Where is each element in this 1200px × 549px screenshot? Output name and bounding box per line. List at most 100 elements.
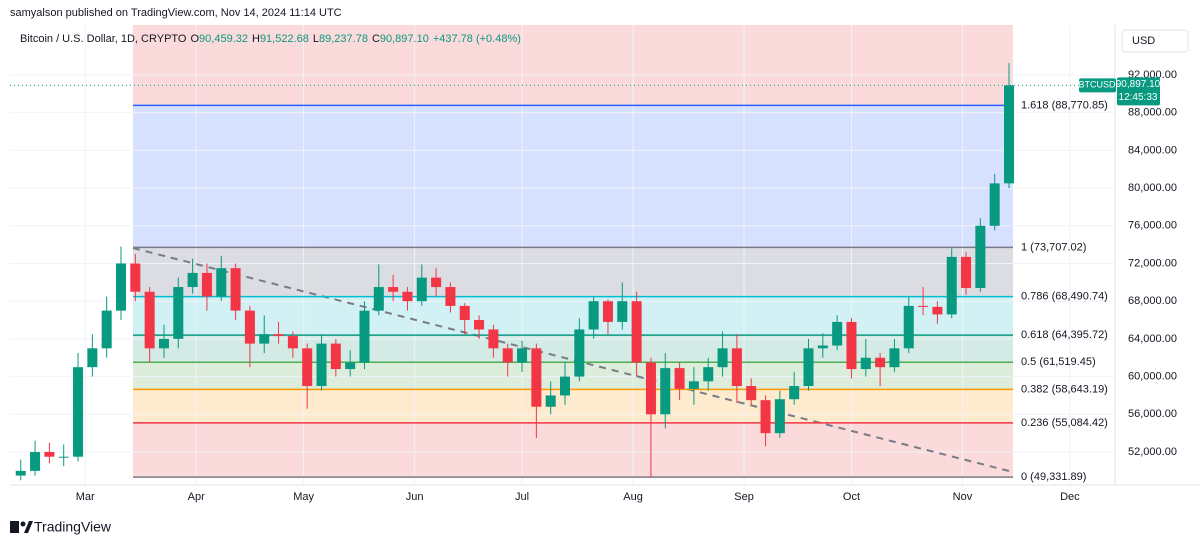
candle-body [173,287,184,339]
candle-body [44,452,55,457]
x-tick-label: Dec [1060,491,1080,503]
candle-body [330,343,341,370]
candle-body [631,301,642,363]
candle-body [201,272,212,297]
candle-body [559,376,571,396]
ohlc-key: L [313,33,319,45]
candle-body [488,329,499,349]
fib-bands [133,25,1013,478]
currency-button[interactable] [1121,29,1189,53]
change: +437.78 (+0.48%) [433,33,521,45]
candle-body [273,334,284,337]
candle-body [946,256,957,315]
candle-body [474,320,485,330]
price-box [1117,77,1160,106]
candle-body [903,305,914,349]
x-tick-label: Jun [406,491,424,503]
x-tick-label: May [293,491,314,503]
symbol-box [1079,78,1116,93]
candle-body [803,348,814,387]
candle-body [388,287,399,292]
candle-body [345,362,356,370]
candle-body [889,348,900,368]
y-tick-label: 64,000.00 [1128,333,1177,345]
ohlc-key: O [190,33,199,45]
y-tick-label: 84,000.00 [1128,144,1177,156]
fib-band [133,422,1013,478]
candle-body [975,225,986,288]
candle-body [130,263,141,292]
fib-label: 0 (49,331.89) [1021,471,1086,483]
candle-body [359,310,370,363]
candle-body [1003,85,1015,184]
fib-label: 0.5 (61,519.45) [1021,356,1096,368]
candle-body [459,305,470,321]
candle-body [431,277,442,288]
last-price: 90,897.10 [1116,79,1161,90]
price-tag: BTCUSD 90,897.10 12:45:33 [1078,77,1161,106]
candle-body [860,357,871,370]
candle-body [517,348,528,363]
x-tick-label: Aug [623,491,643,503]
candle-body [602,301,613,322]
ohlc-key: C [372,33,380,45]
candle-body [932,306,943,315]
candle-body [416,277,427,302]
fib-label: 1.618 (88,770.85) [1021,99,1108,111]
legend-line: Bitcoin / U.S. Dollar, 1D, CRYPTO O90,459… [20,33,521,45]
candle-body [144,291,155,349]
logo-mark [20,521,26,527]
candle-body [101,310,112,349]
candle-body [731,348,742,387]
candle-body [402,291,413,302]
candle-body [574,329,585,377]
candle-body [774,399,785,434]
candle-body [961,256,972,288]
x-tick-label: Jul [515,491,529,503]
candles [15,63,1015,481]
candle-body [15,470,26,476]
candle-body [87,348,98,368]
candle-body [789,386,800,400]
candle-body [158,338,169,349]
candle-body [760,400,771,434]
fib-label: 0.618 (64,395.72) [1021,329,1108,341]
candle-body [746,386,757,401]
candle-body [875,357,886,368]
fib-label: 1 (73,707.02) [1021,241,1086,253]
y-tick-label: 88,000.00 [1128,107,1177,119]
candle-body [216,268,227,297]
fib-label: 0.382 (58,643.19) [1021,383,1108,395]
legend: Bitcoin / U.S. Dollar, 1D, CRYPTO O90,459… [20,33,521,45]
candle-body [688,381,699,389]
ohlc-value: 91,522.68 [260,33,309,45]
candle-body [502,348,513,363]
candle-body [617,301,628,322]
logo: TradingView [10,519,112,535]
fib-band [133,247,1013,297]
candle-body [545,395,556,407]
fib-band [133,389,1013,423]
candle-body [244,310,255,344]
x-tick-label: Mar [76,491,95,503]
candle-body [259,334,270,344]
ohlc-key: H [252,33,260,45]
candle-body [302,348,313,387]
candle-body [230,268,241,311]
y-tick-label: 56,000.00 [1128,408,1177,420]
ohlc-value: 89,237.78 [319,33,368,45]
currency[interactable]: USD [1132,35,1155,47]
candle-body [717,348,728,368]
candle-body [531,348,542,407]
fib-label: 0.236 (55,084.42) [1021,417,1108,429]
candle-body [30,452,41,471]
candle-body [445,287,456,306]
candle-body [846,321,857,370]
candle-body [73,367,84,457]
symbol: BTCUSD [1078,80,1116,90]
candle-body [58,456,69,458]
y-tick-label: 68,000.00 [1128,295,1177,307]
logo-mark [10,521,19,533]
